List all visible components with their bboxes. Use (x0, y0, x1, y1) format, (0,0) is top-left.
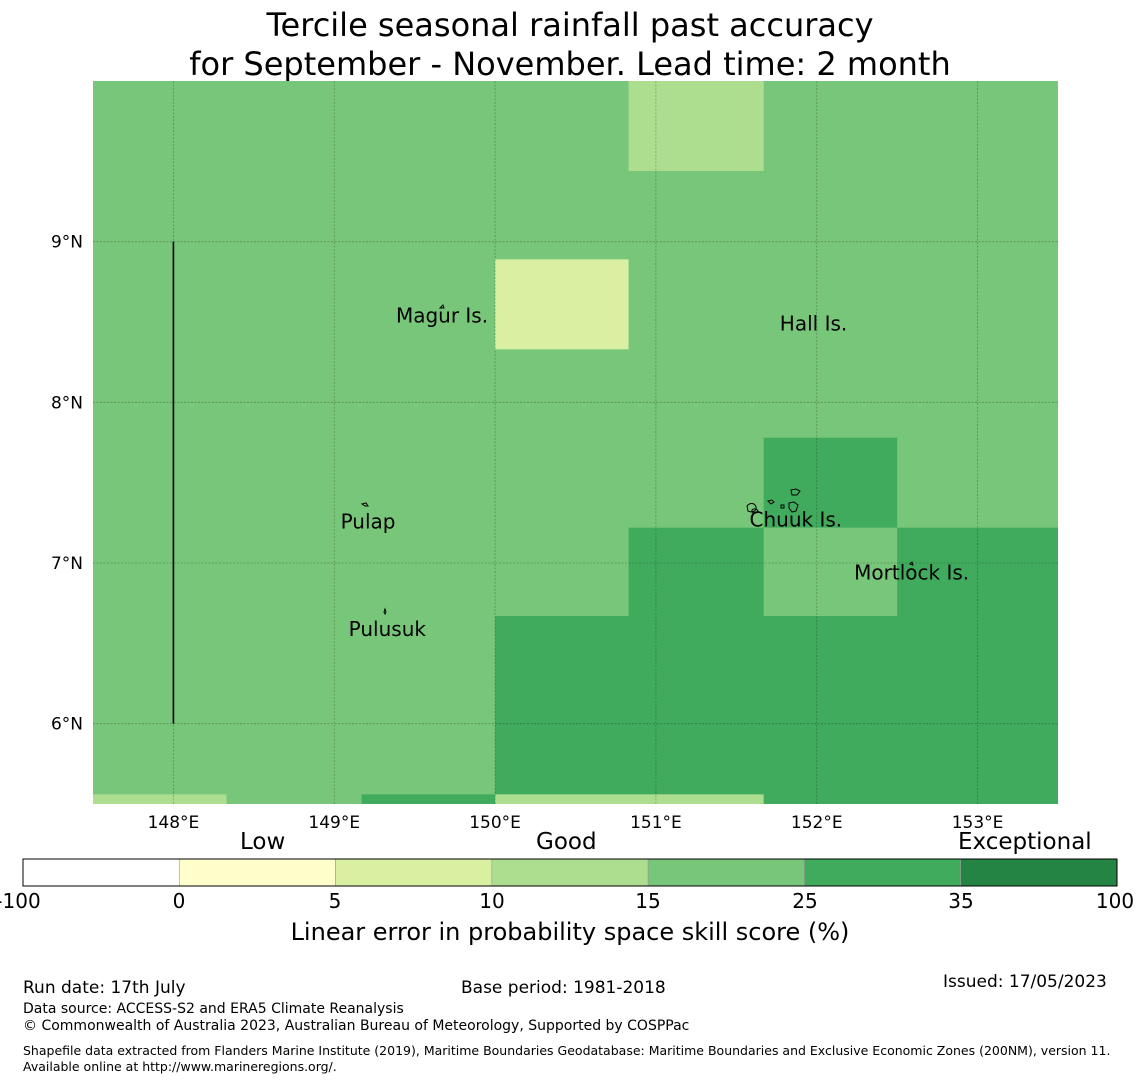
colorbar-tick-label: -100 (0, 889, 41, 913)
place-label: Mortlock Is. (854, 561, 969, 585)
island-outline (383, 607, 387, 616)
place-label: Magur Is. (396, 304, 488, 328)
colorbar-segment (22, 858, 180, 887)
colorbar-tick-label: 5 (328, 889, 342, 913)
island-outline (360, 502, 369, 507)
data-source: Data source: ACCESS-S2 and ERA5 Climate … (23, 1001, 404, 1017)
colorbar-segment (804, 858, 962, 887)
colorbar-tick-label: 15 (635, 889, 661, 913)
copyright: © Commonwealth of Australia 2023, Austra… (23, 1018, 690, 1034)
skill-cell (495, 259, 629, 350)
island-outline (780, 504, 785, 509)
longitude-tick-label: 151°E (630, 813, 682, 833)
colorbar-segment (335, 858, 493, 887)
island-outline (751, 508, 759, 514)
skill-cell (628, 81, 764, 171)
colorbar-segment (960, 858, 1118, 887)
base-period: Base period: 1981-2018 (461, 978, 666, 998)
category-low: Low (240, 829, 286, 855)
skill-cell (495, 794, 764, 804)
island-outlines (360, 304, 914, 616)
place-label: Chuuk Is. (750, 508, 843, 532)
issued-date: Issued: 17/05/2023 (943, 972, 1107, 992)
colorbar-tick-label: 25 (792, 889, 818, 913)
map-title-line-2: for September - November. Lead time: 2 m… (189, 45, 951, 83)
longitude-tick-label: 149°E (308, 813, 360, 833)
colorbar-segment (178, 858, 336, 887)
place-label: Pulusuk (349, 617, 427, 641)
place-label: Hall Is. (780, 312, 847, 336)
longitude-tick-label: 148°E (148, 813, 200, 833)
colorbar-label: Linear error in probability space skill … (290, 918, 850, 946)
longitude-tick-label: 153°E (952, 813, 1004, 833)
category-exceptional: Exceptional (958, 829, 1092, 855)
skill-cell (495, 616, 1058, 804)
colorbar-tick-label: 100 (1095, 889, 1135, 913)
category-good: Good (536, 829, 597, 855)
island-outline (909, 561, 914, 566)
latitude-tick-label: 6°N (51, 715, 83, 735)
colorbar-segment (491, 858, 649, 887)
colorbar-tick-label: 0 (172, 889, 186, 913)
latitude-tick-label: 8°N (51, 393, 83, 413)
latitude-tick-label: 9°N (51, 233, 83, 253)
longitude-tick-label: 150°E (469, 813, 521, 833)
run-date: Run date: 17th July (23, 978, 186, 998)
island-outline (438, 304, 445, 309)
island-outline (767, 499, 775, 505)
place-label: Pulap (341, 509, 396, 533)
island-outline (788, 501, 799, 513)
skill-cell (763, 437, 898, 528)
skill-cell (897, 527, 1058, 617)
island-outline (790, 488, 801, 496)
skill-cell (93, 794, 227, 804)
colorbar-tick-label: 35 (948, 889, 974, 913)
colorbar-frame (22, 858, 1118, 887)
longitude-tick-label: 152°E (791, 813, 843, 833)
colorbar-tick-label: 10 (479, 889, 505, 913)
skill-cell (361, 794, 496, 804)
latitude-tick-label: 7°N (51, 554, 83, 574)
colorbar-segment (647, 858, 805, 887)
shapefile-credit: Shapefile data extracted from Flanders M… (23, 1043, 1111, 1074)
skill-cell (628, 527, 764, 617)
island-outline (746, 503, 757, 513)
map-title-line-1: Tercile seasonal rainfall past accuracy (266, 6, 874, 44)
